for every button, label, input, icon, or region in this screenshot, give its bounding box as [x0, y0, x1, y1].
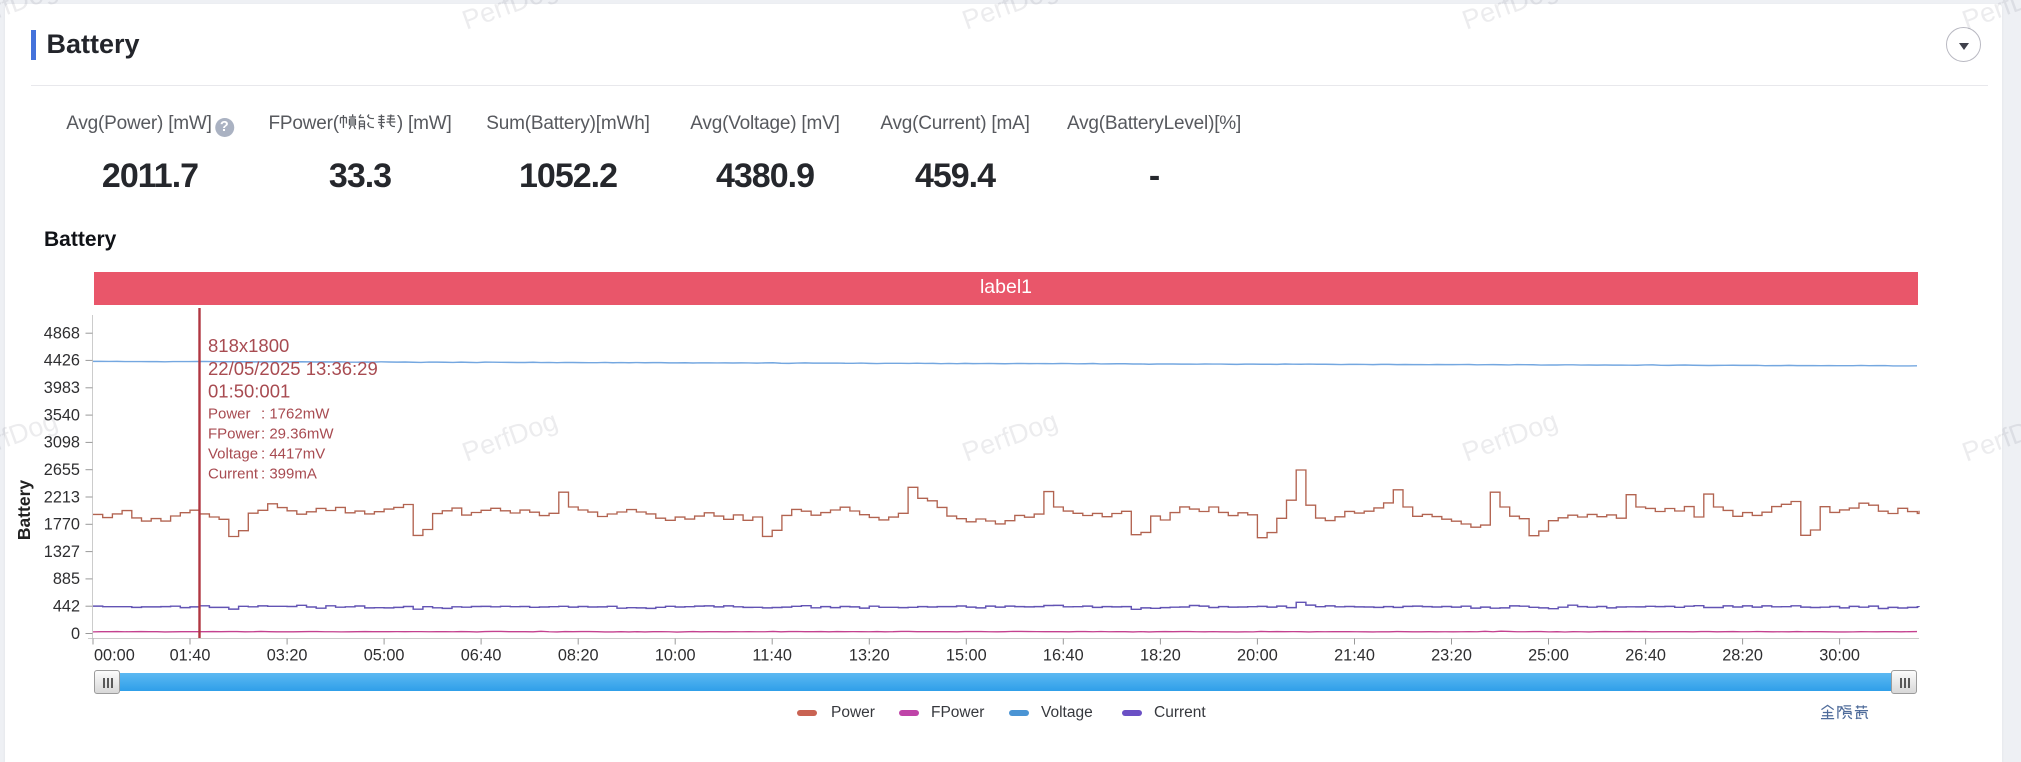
svg-text:1327: 1327: [44, 543, 80, 561]
svg-text:05:00: 05:00: [364, 647, 405, 665]
svg-text:4426: 4426: [44, 352, 80, 370]
svg-text:11:40: 11:40: [752, 647, 792, 665]
svg-text:Voltage: Voltage: [208, 446, 258, 463]
svg-text:18:20: 18:20: [1140, 647, 1181, 665]
svg-text:3540: 3540: [44, 406, 80, 424]
svg-text:23:20: 23:20: [1431, 647, 1472, 665]
svg-text:3098: 3098: [44, 434, 80, 452]
svg-text:08:20: 08:20: [558, 647, 599, 665]
svg-text:2213: 2213: [44, 488, 80, 506]
svg-text:00:00: 00:00: [94, 647, 135, 665]
svg-text:16:40: 16:40: [1043, 647, 1084, 665]
svg-text:1770: 1770: [44, 516, 80, 534]
svg-text:0: 0: [71, 625, 80, 643]
svg-text:818x1800: 818x1800: [208, 335, 289, 356]
svg-text:Power: Power: [208, 406, 251, 423]
svg-text:30:00: 30:00: [1819, 647, 1860, 665]
svg-text:Battery: Battery: [14, 480, 34, 541]
svg-text:06:40: 06:40: [461, 647, 502, 665]
svg-text:Current: Current: [208, 466, 259, 483]
svg-text:: 399mA: : 399mA: [261, 466, 317, 483]
svg-text:28:20: 28:20: [1722, 647, 1763, 665]
svg-text:: 29.36mW: : 29.36mW: [261, 426, 334, 443]
svg-text:4868: 4868: [44, 325, 80, 343]
svg-text:10:00: 10:00: [655, 647, 696, 665]
svg-text:885: 885: [53, 570, 80, 588]
svg-text:01:50:001: 01:50:001: [208, 381, 290, 402]
svg-text:22/05/2025 13:36:29: 22/05/2025 13:36:29: [208, 358, 378, 379]
svg-text:: 4417mV: : 4417mV: [261, 446, 325, 463]
svg-text:25:00: 25:00: [1528, 647, 1569, 665]
svg-text:2655: 2655: [44, 461, 80, 479]
svg-text:: 1762mW: : 1762mW: [261, 406, 330, 423]
svg-text:FPower: FPower: [208, 426, 260, 443]
svg-text:01:40: 01:40: [170, 647, 211, 665]
svg-text:20:00: 20:00: [1237, 647, 1278, 665]
svg-text:13:20: 13:20: [849, 647, 890, 665]
svg-text:442: 442: [53, 598, 80, 616]
svg-text:21:40: 21:40: [1334, 647, 1375, 665]
svg-text:3983: 3983: [44, 379, 80, 397]
svg-text:03:20: 03:20: [267, 647, 308, 665]
svg-text:15:00: 15:00: [946, 647, 987, 665]
svg-text:26:40: 26:40: [1625, 647, 1666, 665]
